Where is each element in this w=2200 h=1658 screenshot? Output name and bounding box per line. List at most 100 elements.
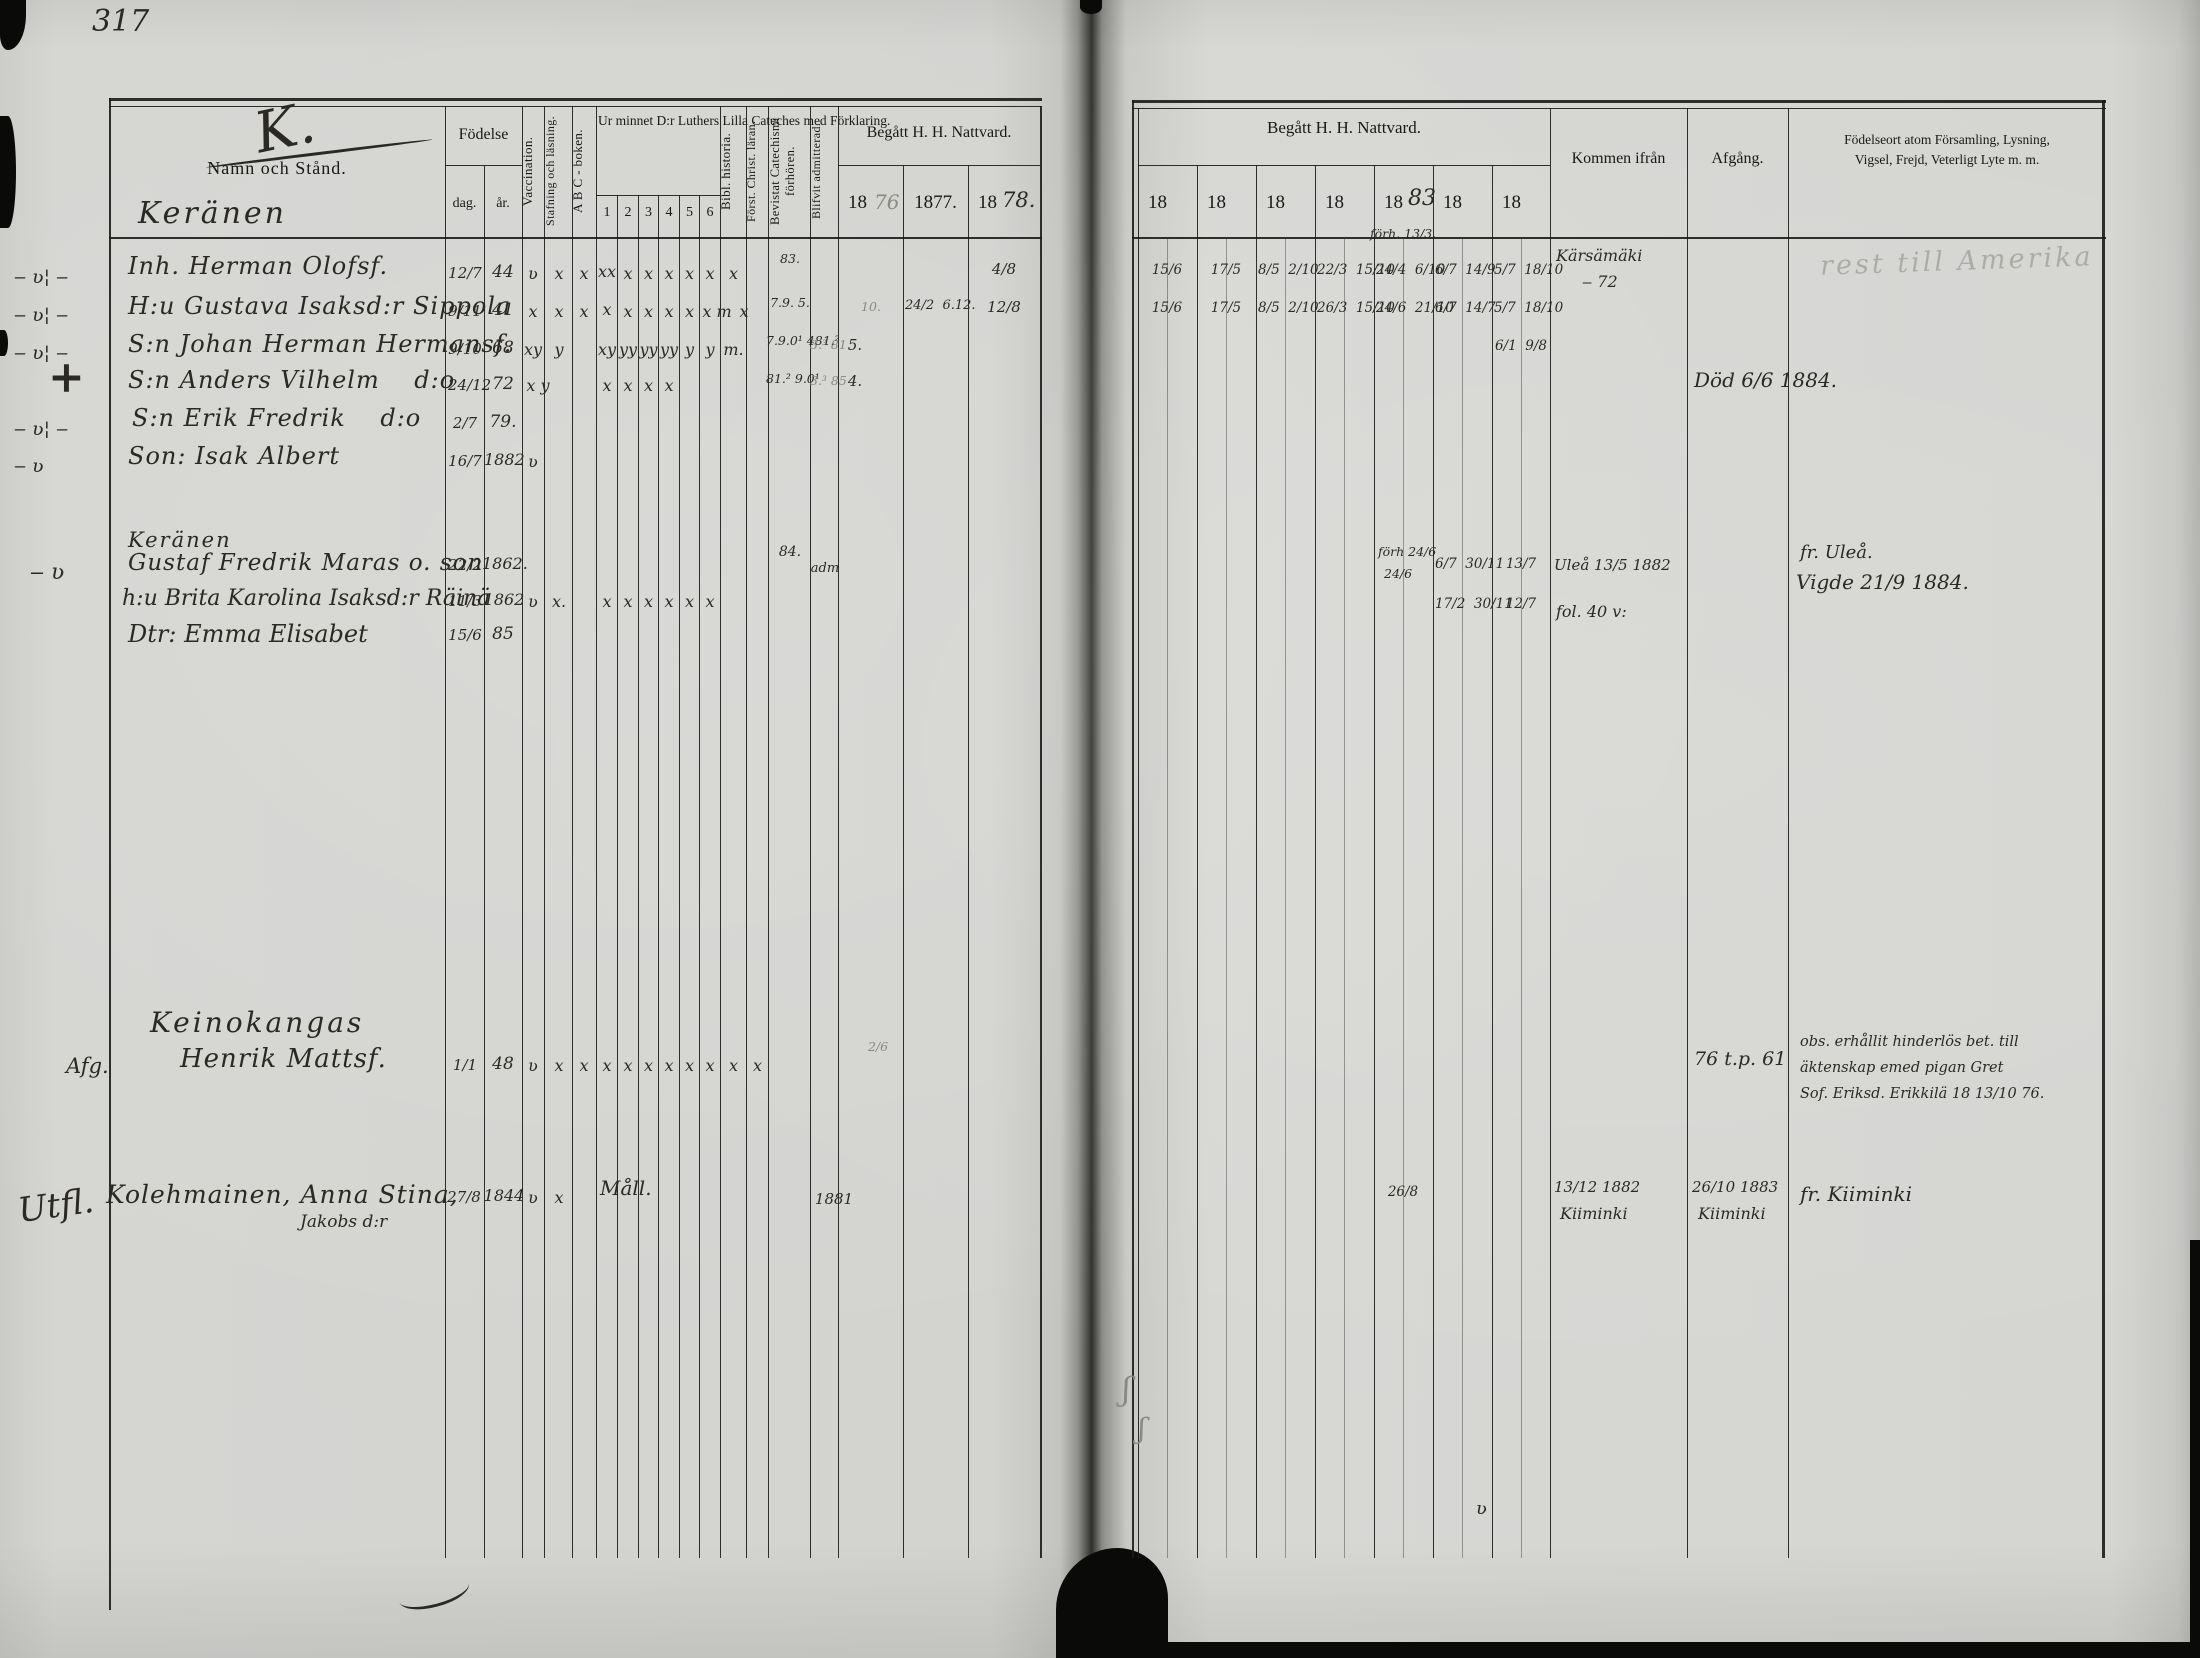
margin-mark: ‒ ʋ bbox=[14, 455, 44, 477]
cell-mark: x bbox=[684, 302, 695, 321]
rule bbox=[699, 195, 700, 1558]
cell-year: 79. bbox=[489, 412, 517, 432]
cell-mark: xy bbox=[597, 340, 617, 359]
cell-year: 68 bbox=[492, 338, 514, 358]
rule bbox=[109, 98, 111, 1610]
scan-edge-artifact bbox=[0, 116, 16, 228]
cell-communion-date: 17/5 bbox=[1210, 262, 1242, 278]
cell-note-handwritten: Måll. bbox=[600, 1176, 652, 1200]
cell-year: 1862. bbox=[482, 554, 528, 573]
rule bbox=[109, 98, 1042, 101]
cell-communion-pencil: 10. bbox=[861, 299, 881, 314]
cell-communion-date: 15/6 bbox=[1151, 262, 1183, 278]
cell-admitted: adm bbox=[810, 561, 840, 576]
rule bbox=[1132, 100, 2106, 103]
cell-mark: x bbox=[554, 1188, 564, 1207]
rule bbox=[445, 165, 522, 166]
cell-communion-date: 17/2 30/11 bbox=[1435, 596, 1513, 612]
rule bbox=[544, 106, 545, 1558]
cell-note: fr. Uleå. bbox=[1800, 542, 1873, 563]
cell-mark: y bbox=[684, 340, 695, 359]
cell-day: 11/3 bbox=[448, 592, 482, 610]
cell-communion-date: 22/3 15/10 bbox=[1317, 262, 1395, 278]
catechism-col-5: 5 bbox=[686, 205, 693, 220]
scan-edge-artifact bbox=[0, 330, 8, 356]
stray-ink-mark: ʋ bbox=[1476, 1498, 1487, 1519]
cell-mark: x bbox=[623, 264, 633, 283]
cell-exam: 7.9. 5. bbox=[770, 295, 810, 310]
year-cell-printed: 18 bbox=[1384, 192, 1403, 213]
cell-mark: x y bbox=[526, 376, 550, 395]
cell-mark: x bbox=[623, 1056, 633, 1075]
cell-mark: x bbox=[664, 1056, 674, 1075]
cell-mark: x bbox=[664, 376, 674, 395]
cell-mark: x bbox=[684, 1056, 695, 1075]
cell-communion: 1881 bbox=[814, 1190, 854, 1208]
cell-mark: x. bbox=[551, 592, 567, 611]
rule bbox=[617, 195, 618, 1558]
year-cell-printed: 18 bbox=[1502, 192, 1521, 213]
year-cell-printed: 18 bbox=[1207, 192, 1226, 213]
cell-departure: 26/10 1883 bbox=[1692, 1178, 1779, 1196]
cell-mark: x bbox=[752, 1056, 763, 1075]
cell-mark: x bbox=[739, 302, 749, 321]
cell-exam: 7.9.0¹ 481.² bbox=[766, 333, 840, 348]
cell-mark: xx bbox=[597, 262, 617, 281]
stray-pen-mark bbox=[395, 1569, 473, 1616]
cell-note: Sof. Eriksd. Erikkilä 18 13/10 76. bbox=[1800, 1086, 2045, 1102]
rule bbox=[810, 106, 811, 1558]
rule bbox=[679, 195, 680, 1558]
rule bbox=[1197, 165, 1198, 1558]
rule bbox=[838, 165, 1040, 166]
cell-departure: 76 t.p. 61 bbox=[1694, 1048, 1787, 1070]
year-cell-printed: 18 bbox=[1266, 192, 1285, 213]
column-header-came-from: Kommen ifrån bbox=[1571, 150, 1666, 167]
group-heading-handwritten: Keinokangas bbox=[150, 1006, 365, 1039]
cell-mark: yy bbox=[659, 340, 679, 359]
rule bbox=[720, 106, 721, 1558]
cell-note-marriage: Vigde 21/9 1884. bbox=[1796, 570, 1969, 594]
cell-mark: ʋ bbox=[528, 264, 538, 283]
rule bbox=[1138, 108, 1139, 1558]
column-header-birth: Födelse bbox=[458, 126, 509, 143]
rule bbox=[903, 165, 904, 1558]
rule bbox=[1374, 165, 1375, 1558]
cell-communion-date: 8/5 2/10 bbox=[1258, 262, 1319, 278]
cell-year: 41 bbox=[492, 300, 514, 320]
cell-communion-date: 13/7 bbox=[1505, 556, 1537, 572]
cell-mark: ʋ bbox=[528, 1056, 538, 1075]
cell-mark: x bbox=[643, 264, 654, 283]
cell-mark: x bbox=[579, 264, 589, 283]
rule bbox=[1462, 237, 1463, 1558]
cell-mark: xy bbox=[523, 340, 543, 359]
group-heading-handwritten: Keränen bbox=[128, 528, 232, 552]
year-cell-hand: 78. bbox=[1002, 188, 1036, 212]
cell-communion: 4/8 bbox=[991, 260, 1017, 278]
rule bbox=[1132, 108, 2106, 109]
cell-note-pencil: rest till Amerika bbox=[1819, 241, 2095, 282]
cell-came-from: ‒ 72 bbox=[1582, 272, 1618, 291]
cell-note: fr. Kiiminki bbox=[1800, 1182, 1912, 1206]
cell-year: 1844 bbox=[483, 1186, 525, 1205]
entry-name: S:n Johan Herman Hermansf. bbox=[128, 330, 513, 358]
rule bbox=[596, 106, 597, 1558]
cell-day: 15/6 bbox=[448, 626, 482, 644]
cell-year: 44 bbox=[492, 262, 514, 282]
cell-year: 1882 bbox=[484, 450, 525, 469]
cell-year: 1862 bbox=[483, 590, 525, 609]
cell-mark: yy bbox=[639, 340, 658, 359]
cell-year: 85 bbox=[492, 624, 514, 644]
cell-admitted-pencil: 3.³ 81 bbox=[810, 337, 847, 352]
entry-name: S:n Erik Fredrik d:o bbox=[132, 404, 422, 432]
rule bbox=[1521, 237, 1522, 1558]
cell-day: 24/12 bbox=[448, 376, 492, 394]
cell-exam-note: förh. 13/3. bbox=[1370, 226, 1437, 241]
cell-mark: y bbox=[554, 340, 564, 359]
cell-mark: x bbox=[664, 264, 674, 283]
cell-came-from: Kiiminki bbox=[1560, 1204, 1628, 1223]
cell-communion-pencil: 2/6 bbox=[867, 1039, 889, 1054]
column-header-communion-right: Begått H. H. Nattvard. bbox=[1267, 118, 1421, 137]
cell-mark: x bbox=[664, 302, 674, 321]
column-header-spelling: Stafning och läsning. bbox=[543, 115, 557, 227]
